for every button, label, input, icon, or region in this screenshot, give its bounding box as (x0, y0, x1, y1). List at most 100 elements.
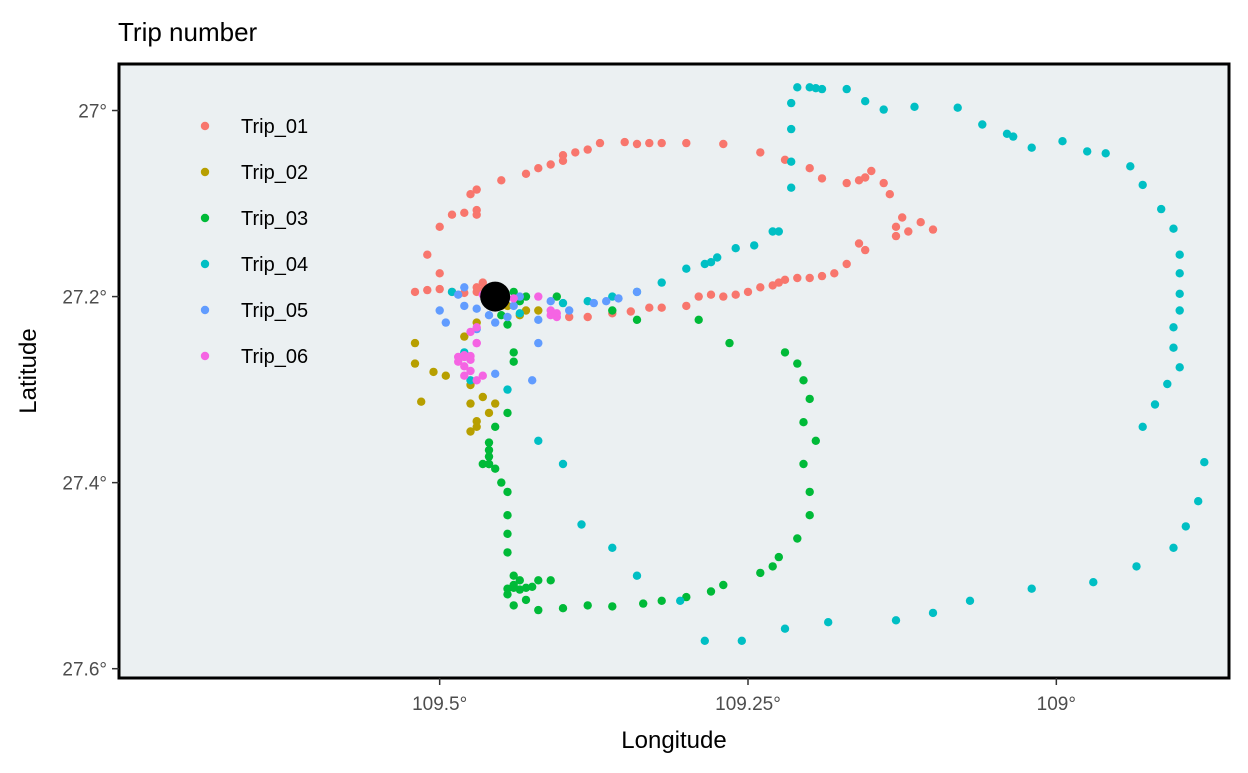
data-point-trip-05 (614, 294, 623, 303)
data-point-trip-01 (423, 250, 432, 259)
data-point-trip-04 (466, 376, 475, 385)
data-point-trip-01 (898, 213, 907, 222)
data-point-trip-03 (719, 580, 728, 590)
data-point-trip-04 (1169, 323, 1178, 332)
data-point-trip-01 (694, 292, 703, 301)
data-point-trip-05 (528, 376, 537, 385)
data-point-trip-04 (608, 543, 617, 552)
data-point-trip-01 (435, 284, 444, 294)
data-point-trip-02 (429, 367, 438, 377)
data-point-trip-05 (589, 298, 598, 308)
data-point-trip-03 (521, 595, 531, 605)
data-point-trip-01 (928, 225, 938, 234)
data-point-trip-04 (1138, 180, 1147, 190)
data-point-trip-03 (484, 459, 494, 469)
data-point-trip-05 (472, 304, 481, 313)
data-point-trip-04 (713, 253, 722, 262)
data-point-trip-01 (682, 301, 691, 311)
data-point-trip-01 (645, 303, 654, 312)
data-point-trip-04 (793, 83, 802, 92)
data-point-trip-04 (1150, 400, 1160, 409)
data-point-trip-01 (904, 227, 913, 236)
data-point-trip-04 (1138, 422, 1147, 431)
data-point-trip-01 (410, 287, 420, 297)
data-point-trip-01 (521, 169, 531, 178)
data-point-trip-06 (466, 355, 475, 364)
data-point-trip-04 (657, 278, 666, 287)
data-point-trip-03 (608, 306, 617, 315)
data-point-trip-02 (466, 427, 475, 436)
data-point-trip-04 (534, 436, 543, 445)
data-point-trip-01 (472, 185, 481, 194)
data-point-trip-01 (768, 281, 777, 290)
data-point-trip-03 (478, 459, 487, 469)
data-point-trip-04 (1157, 204, 1166, 214)
data-point-trip-02 (472, 422, 481, 431)
data-point-trip-05 (491, 318, 500, 327)
data-point-trip-04 (953, 103, 962, 112)
data-point-trip-03 (521, 292, 531, 301)
data-point-trip-06 (472, 376, 481, 385)
data-point-trip-01 (583, 145, 592, 154)
data-point-trip-01 (632, 139, 642, 149)
data-point-trip-06 (478, 371, 487, 380)
y-tick-label: 27° (78, 102, 107, 123)
data-point-trip-03 (805, 511, 814, 520)
data-point-trip-05 (602, 297, 611, 306)
data-point-trip-03 (608, 602, 617, 611)
data-point-trip-01 (867, 166, 876, 176)
data-point-trip-02 (466, 399, 475, 408)
data-point-trip-04 (706, 258, 716, 267)
legend-key-trip-04 (200, 259, 210, 269)
data-points (410, 83, 1209, 645)
data-point-trip-04 (1175, 289, 1184, 298)
data-point-trip-04 (1058, 137, 1067, 146)
data-point-trip-01 (756, 148, 765, 157)
y-axis-ticks: 27° 27.2° 27.4° 27.6° (62, 102, 119, 681)
data-point-trip-01 (817, 271, 827, 281)
data-point-trip-01 (885, 190, 894, 199)
data-point-trip-01 (916, 218, 925, 227)
data-point-trip-03 (694, 315, 703, 324)
data-point-trip-01 (719, 139, 728, 149)
data-point-trip-01 (891, 231, 901, 241)
data-point-trip-01 (731, 290, 740, 299)
legend-key-trip-01 (200, 121, 210, 131)
y-axis-label: Latitude (15, 328, 42, 413)
data-point-trip-01 (447, 210, 457, 219)
data-point-trip-03 (503, 320, 512, 329)
data-point-trip-04 (632, 571, 642, 580)
data-point-trip-04 (731, 244, 740, 253)
data-point-trip-03 (484, 452, 494, 461)
data-point-trip-03 (503, 548, 512, 557)
data-point-trip-03 (484, 445, 494, 455)
data-point-trip-03 (780, 348, 790, 357)
data-point-trip-01 (460, 208, 469, 217)
data-point-trip-05 (460, 283, 469, 292)
data-point-trip-04 (891, 616, 901, 625)
data-point-trip-01 (583, 312, 592, 322)
data-point-trip-04 (1083, 147, 1092, 156)
data-point-trip-04 (558, 459, 568, 469)
data-point-trip-04 (1169, 543, 1178, 552)
data-point-trip-01 (645, 138, 654, 148)
data-point-trip-04 (824, 618, 833, 627)
x-tick-label: 109.25° (715, 694, 781, 715)
data-point-trip-04 (1194, 497, 1203, 506)
data-point-trip-06 (460, 362, 469, 371)
data-point-trip-04 (774, 227, 783, 236)
data-point-trip-01 (497, 176, 506, 185)
data-point-trip-04 (768, 227, 777, 236)
data-point-trip-03 (756, 568, 765, 578)
data-point-trip-04 (1101, 149, 1110, 158)
data-point-trip-03 (558, 604, 568, 613)
data-point-trip-04 (682, 264, 691, 273)
data-point-trip-01 (793, 273, 802, 283)
x-axis-ticks: 109.5° 109.25° 109° (412, 678, 1076, 715)
data-point-trip-04 (558, 298, 568, 308)
data-point-trip-03 (484, 438, 494, 447)
data-point-trip-04 (700, 636, 709, 645)
data-point-trip-01 (435, 222, 444, 231)
data-point-trip-04 (1169, 224, 1178, 233)
